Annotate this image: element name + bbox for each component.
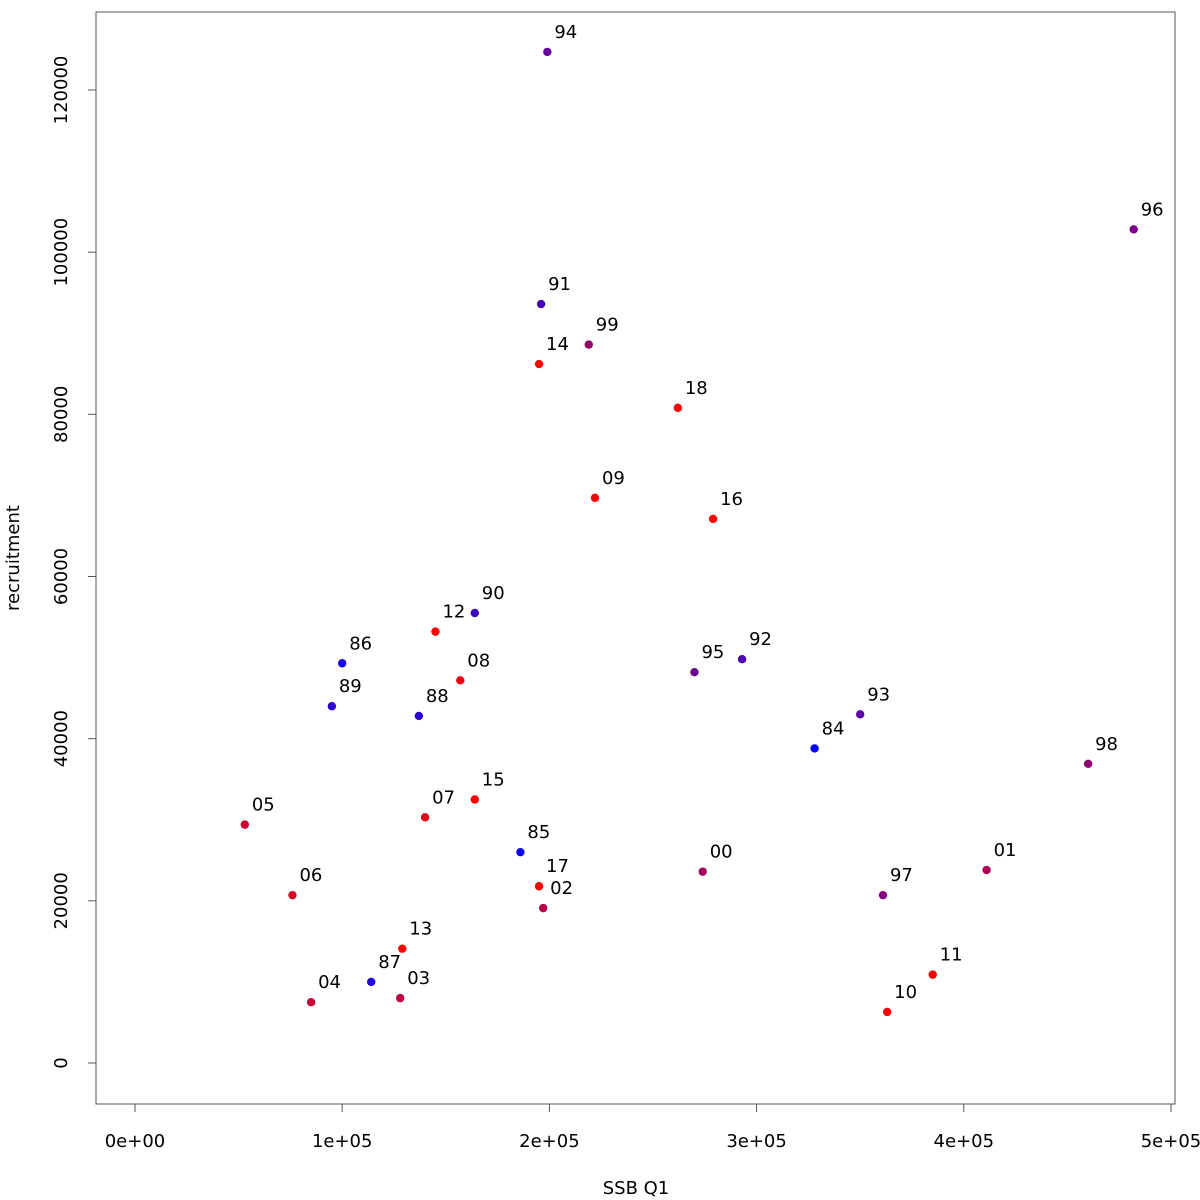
point-label: 93 — [867, 684, 890, 705]
point-label: 85 — [527, 822, 550, 843]
point-label: 15 — [482, 769, 505, 790]
data-point — [698, 867, 707, 876]
x-tick-label: 3e+05 — [726, 1131, 787, 1152]
x-tick-label: 4e+05 — [934, 1131, 995, 1152]
data-point — [690, 667, 699, 677]
data-point — [590, 493, 600, 503]
x-tick-label: 5e+05 — [1141, 1131, 1200, 1152]
data-point — [414, 711, 424, 721]
data-point — [470, 608, 480, 618]
data-point — [673, 403, 683, 413]
point-label: 99 — [596, 315, 619, 336]
point-label: 06 — [299, 865, 322, 886]
point-label: 89 — [339, 676, 362, 697]
data-point — [534, 359, 544, 369]
y-tick-label: 120000 — [51, 56, 72, 125]
data-point — [1129, 225, 1138, 234]
point-label: 96 — [1141, 199, 1164, 220]
data-point — [516, 847, 525, 857]
data-point — [240, 820, 250, 829]
data-point — [456, 676, 465, 685]
point-label: 95 — [701, 642, 724, 663]
data-points: 84 85 86 87 88 89 90 91 92 93 94 95 96 97 98 99 00 01 02 03… — [240, 22, 1164, 1017]
data-point — [928, 970, 937, 979]
y-tick-label: 40000 — [51, 710, 72, 767]
y-axis-title: recruitment — [3, 505, 24, 611]
data-point — [882, 1007, 892, 1017]
data-point — [534, 882, 544, 891]
data-point — [536, 299, 546, 309]
point-label: 04 — [318, 972, 341, 993]
point-label: 13 — [409, 919, 432, 940]
y-tick-label: 60000 — [51, 548, 72, 605]
data-point — [306, 997, 316, 1007]
point-label: 07 — [432, 787, 455, 808]
point-label: 14 — [546, 334, 569, 355]
point-label: 92 — [749, 629, 772, 650]
data-point — [288, 890, 297, 900]
point-label: 00 — [710, 842, 733, 863]
point-label: 90 — [482, 583, 505, 604]
data-point — [1083, 759, 1093, 769]
point-label: 87 — [378, 952, 401, 973]
plot-frame — [95, 11, 1176, 1105]
data-point — [398, 944, 407, 953]
point-label: 17 — [546, 856, 569, 877]
data-point — [431, 627, 440, 636]
point-label: 08 — [467, 650, 490, 671]
point-label: 18 — [685, 378, 708, 399]
point-label: 12 — [442, 602, 465, 623]
x-axis-title: SSB Q1 — [603, 1178, 670, 1199]
y-tick-label: 20000 — [51, 872, 72, 929]
x-tick-label: 2e+05 — [519, 1131, 580, 1152]
data-point — [367, 977, 376, 987]
y-axis: 0 20000 40000 60000 80000 100000 120000 — [51, 56, 97, 1069]
x-tick-label: 1e+05 — [312, 1131, 373, 1152]
y-tick-label: 100000 — [51, 218, 72, 287]
point-label: 94 — [554, 22, 577, 43]
point-label: 88 — [426, 686, 449, 707]
point-label: 86 — [349, 633, 372, 654]
point-label: 91 — [548, 274, 571, 295]
x-axis: 0e+00 1e+05 2e+05 3e+05 4e+05 5e+05 — [105, 1103, 1200, 1152]
point-label: 98 — [1095, 734, 1118, 755]
point-label: 11 — [940, 945, 963, 966]
y-tick-label: 80000 — [51, 386, 72, 443]
data-point — [538, 903, 548, 913]
data-point — [327, 702, 337, 711]
data-point — [982, 865, 991, 875]
point-label: 09 — [602, 468, 625, 489]
point-label: 05 — [252, 795, 275, 816]
data-point — [338, 659, 347, 668]
data-point — [810, 744, 819, 753]
point-label: 02 — [550, 878, 573, 899]
data-point — [856, 710, 865, 719]
data-point — [708, 514, 718, 524]
data-point — [737, 655, 747, 664]
point-label: 03 — [407, 968, 430, 989]
data-point — [543, 47, 552, 57]
point-label: 01 — [994, 840, 1017, 861]
point-label: 16 — [720, 489, 743, 510]
point-label: 10 — [894, 982, 917, 1003]
data-point — [420, 813, 430, 822]
data-point — [584, 340, 593, 349]
data-point — [396, 993, 405, 1003]
point-label: 97 — [890, 865, 913, 886]
data-point — [470, 795, 480, 804]
point-label: 84 — [822, 718, 845, 739]
x-tick-label: 0e+00 — [105, 1131, 166, 1152]
y-tick-label: 0 — [51, 1057, 72, 1068]
data-point — [878, 890, 888, 900]
